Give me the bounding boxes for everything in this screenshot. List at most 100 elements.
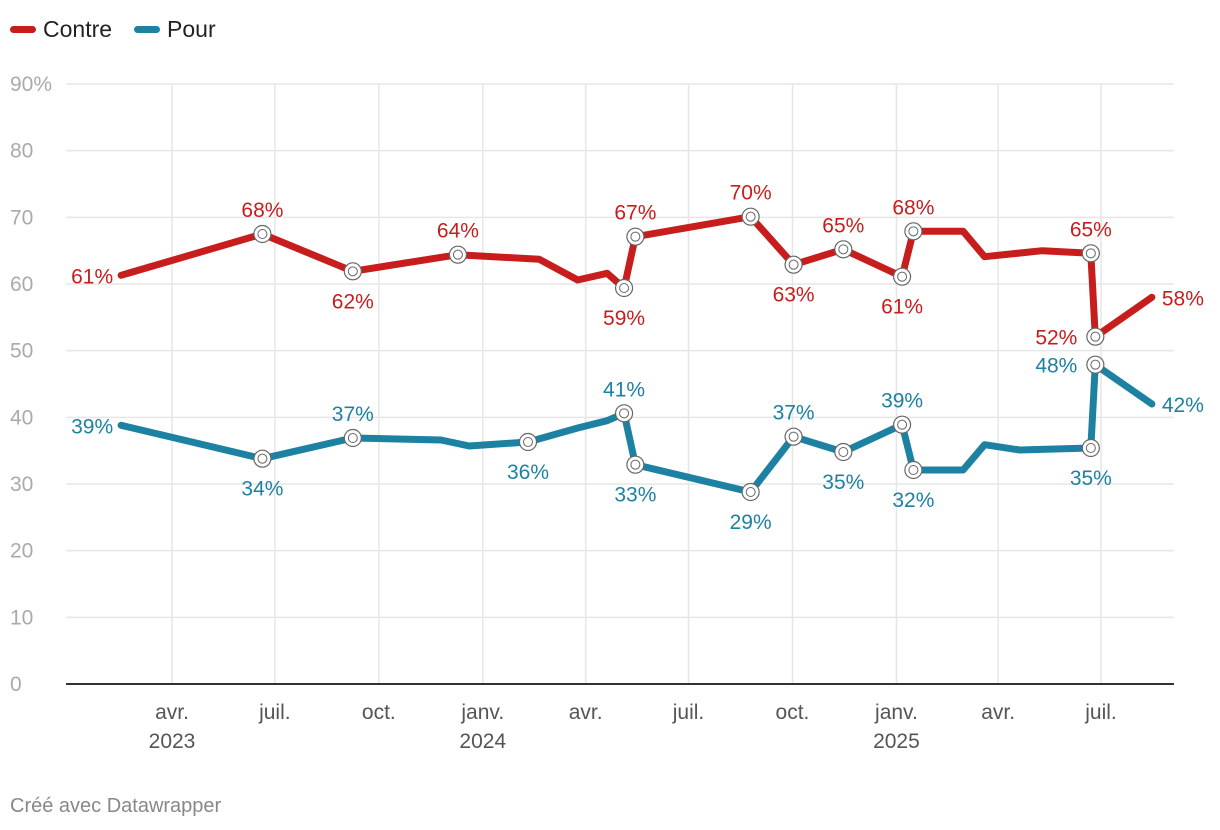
legend-label-pour: Pour bbox=[167, 16, 216, 42]
data-point-marker-pour bbox=[1086, 355, 1105, 374]
data-point-marker-inner-pour bbox=[619, 408, 630, 419]
y-tick-label: 30 bbox=[10, 473, 33, 496]
data-point-marker-inner-contre bbox=[257, 229, 268, 239]
data-label-pour: 42% bbox=[1162, 394, 1204, 417]
data-point-marker-inner-contre bbox=[347, 266, 358, 277]
data-label-pour: 39% bbox=[881, 390, 923, 413]
data-point-marker-contre bbox=[904, 222, 923, 241]
data-point-marker-inner-pour bbox=[897, 419, 908, 430]
data-label-pour: 34% bbox=[241, 478, 283, 501]
data-label-pour: 29% bbox=[730, 511, 772, 534]
y-tick-label: 90% bbox=[10, 73, 52, 96]
series-line-contre bbox=[117, 213, 1156, 341]
data-point-marker-contre bbox=[253, 224, 272, 244]
data-point-marker-inner-contre bbox=[1090, 331, 1101, 342]
data-point-marker-contre bbox=[1086, 327, 1105, 346]
x-tick-label: avr. bbox=[155, 701, 189, 724]
data-point-marker-pour bbox=[253, 449, 272, 468]
data-label-pour: 41% bbox=[603, 378, 645, 401]
y-tick-label: 40 bbox=[10, 406, 33, 429]
legend-item-pour: Pour bbox=[134, 16, 216, 43]
x-tick-label: janv. bbox=[460, 701, 504, 724]
y-tick-label: 0 bbox=[10, 673, 22, 696]
data-label-pour: 32% bbox=[892, 489, 934, 512]
x-tick-label: oct. bbox=[362, 701, 396, 724]
data-point-marker-contre bbox=[614, 278, 634, 298]
data-point-marker-pour bbox=[784, 427, 803, 446]
data-label-contre: 65% bbox=[1070, 218, 1112, 241]
data-point-marker-inner-pour bbox=[1090, 359, 1101, 370]
data-point-marker-contre bbox=[448, 245, 468, 264]
x-tick-year: 2023 bbox=[149, 730, 196, 753]
data-point-marker-inner-pour bbox=[257, 453, 268, 464]
data-label-contre: 68% bbox=[241, 199, 283, 222]
data-label-pour: 36% bbox=[507, 461, 549, 484]
x-tick-label: juil. bbox=[672, 701, 705, 724]
x-tick-label: avr. bbox=[569, 701, 603, 724]
y-tick-label: 50 bbox=[10, 340, 33, 363]
data-point-marker-contre bbox=[343, 262, 362, 281]
x-tick-year: 2025 bbox=[873, 730, 920, 753]
data-point-marker-contre bbox=[626, 227, 645, 246]
data-label-contre: 58% bbox=[1162, 287, 1204, 310]
data-point-marker-inner-contre bbox=[838, 244, 849, 255]
data-label-pour: 33% bbox=[614, 484, 656, 507]
data-label-contre: 61% bbox=[71, 265, 113, 288]
x-tick-label: avr. bbox=[981, 701, 1015, 724]
data-point-marker-inner-contre bbox=[619, 283, 630, 293]
data-label-pour: 37% bbox=[332, 403, 374, 426]
data-point-marker-contre bbox=[1081, 244, 1100, 263]
legend-item-contre: Contre bbox=[10, 16, 112, 43]
data-point-marker-inner-contre bbox=[897, 271, 908, 282]
data-point-marker-contre bbox=[892, 267, 912, 286]
data-point-marker-inner-pour bbox=[788, 431, 799, 442]
data-point-marker-inner-pour bbox=[745, 487, 756, 497]
x-tick-label: oct. bbox=[776, 701, 810, 724]
y-tick-label: 20 bbox=[10, 540, 33, 563]
data-point-marker-pour bbox=[518, 432, 538, 452]
y-tick-label: 60 bbox=[10, 273, 33, 296]
data-point-marker-inner-contre bbox=[452, 249, 463, 260]
data-point-marker-inner-pour bbox=[347, 433, 358, 443]
data-label-contre: 67% bbox=[614, 202, 656, 225]
data-label-contre: 64% bbox=[437, 220, 479, 243]
y-tick-label: 80 bbox=[10, 140, 33, 163]
data-point-marker-inner-contre bbox=[788, 259, 799, 270]
legend-swatch-contre bbox=[10, 26, 36, 33]
data-point-marker-inner-pour bbox=[523, 437, 534, 447]
data-point-marker-pour bbox=[904, 460, 923, 480]
y-tick-label: 70 bbox=[10, 206, 33, 229]
data-point-marker-pour bbox=[614, 404, 634, 423]
data-point-marker-inner-contre bbox=[630, 231, 641, 242]
data-label-contre: 63% bbox=[773, 284, 815, 307]
legend: Contre Pour bbox=[10, 16, 216, 43]
data-point-marker-pour bbox=[1081, 438, 1100, 458]
data-label-contre: 70% bbox=[730, 182, 772, 205]
data-point-marker-contre bbox=[784, 255, 803, 274]
data-point-marker-pour bbox=[343, 428, 362, 448]
data-point-marker-pour bbox=[892, 415, 912, 434]
data-point-marker-inner-contre bbox=[745, 211, 756, 222]
x-tick-label: juil. bbox=[258, 701, 291, 724]
data-label-pour: 35% bbox=[822, 471, 864, 494]
data-label-pour: 48% bbox=[1035, 355, 1077, 378]
x-tick-label: juil. bbox=[1084, 701, 1117, 724]
data-point-marker-inner-pour bbox=[630, 459, 641, 470]
data-label-contre: 61% bbox=[881, 296, 923, 319]
y-tick-label: 10 bbox=[10, 606, 33, 629]
data-label-contre: 68% bbox=[892, 196, 934, 219]
data-label-contre: 59% bbox=[603, 307, 645, 330]
x-tick-label: janv. bbox=[874, 701, 918, 724]
data-point-marker-contre bbox=[741, 207, 760, 226]
data-label-pour: 35% bbox=[1070, 467, 1112, 490]
data-point-marker-inner-contre bbox=[1085, 248, 1096, 259]
data-point-marker-inner-pour bbox=[908, 465, 919, 475]
data-label-contre: 52% bbox=[1035, 327, 1077, 350]
data-label-contre: 62% bbox=[332, 290, 374, 313]
data-point-marker-pour bbox=[741, 482, 760, 502]
data-point-marker-pour bbox=[626, 455, 645, 474]
data-point-marker-pour bbox=[834, 442, 853, 462]
data-point-marker-inner-pour bbox=[838, 447, 849, 457]
legend-swatch-pour bbox=[134, 26, 161, 33]
